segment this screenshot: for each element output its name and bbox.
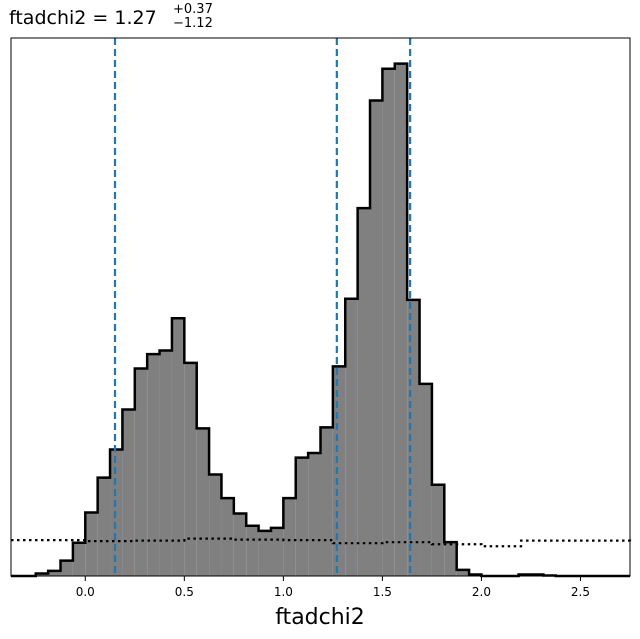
- histogram-bar: [308, 453, 321, 576]
- histogram-bar: [246, 525, 259, 576]
- histogram-bar: [357, 208, 371, 576]
- chart-title-main: ftadchi2 = 1.27: [9, 7, 157, 29]
- histogram-bar: [283, 498, 296, 576]
- histogram-bar: [159, 350, 172, 576]
- x-tick-label: 1.5: [373, 585, 392, 599]
- histogram-bar: [258, 530, 271, 576]
- histogram-bar: [431, 484, 445, 576]
- histogram-bar: [345, 298, 358, 576]
- histogram-bar: [394, 63, 408, 577]
- histogram-bar: [221, 498, 234, 576]
- x-tick-label: 0.5: [175, 585, 194, 599]
- histogram-bar: [97, 477, 111, 576]
- chart-title-superscript: +0.37: [173, 2, 213, 17]
- histogram-bar: [48, 570, 61, 576]
- histogram-bar: [407, 299, 420, 576]
- histogram-bar: [171, 318, 185, 576]
- histogram-bar: [184, 362, 197, 576]
- quantile-lines: [113, 38, 412, 576]
- histogram-bar: [147, 354, 160, 576]
- histogram-bar: [382, 68, 395, 576]
- histogram-bar: [72, 542, 86, 576]
- x-tick-label: 2.0: [472, 585, 491, 599]
- plot-frame: [10, 37, 631, 577]
- histogram-bar: [196, 428, 210, 576]
- histogram-bar: [332, 366, 346, 576]
- histogram-bar: [295, 457, 309, 576]
- histogram-bar: [209, 474, 222, 576]
- histogram-bar: [233, 513, 247, 576]
- histogram-bar: [60, 560, 73, 576]
- histogram-bar: [370, 100, 383, 577]
- chart-title-subscript: −1.12: [173, 16, 213, 31]
- histogram-bar: [35, 573, 49, 576]
- x-axis-ticks: 0.0 0.5 1.0 1.5 2.0 2.5: [76, 576, 590, 599]
- chart-title: ftadchi2 = 1.27 +0.37 −1.12: [9, 2, 213, 31]
- histogram-bar: [85, 512, 98, 576]
- histogram-bar: [134, 368, 148, 576]
- histogram-bar: [320, 427, 333, 576]
- histogram-bar: [122, 409, 135, 576]
- x-tick-label: 2.5: [571, 585, 590, 599]
- histogram-bar: [110, 449, 123, 576]
- x-tick-label: 0.0: [76, 585, 95, 599]
- x-axis-label: ftadchi2: [275, 605, 365, 630]
- histogram-bar: [444, 542, 457, 576]
- histogram-bar: [456, 569, 470, 576]
- x-tick-label: 1.0: [274, 585, 293, 599]
- histogram-bar: [270, 527, 284, 576]
- histogram-bar: [419, 383, 432, 576]
